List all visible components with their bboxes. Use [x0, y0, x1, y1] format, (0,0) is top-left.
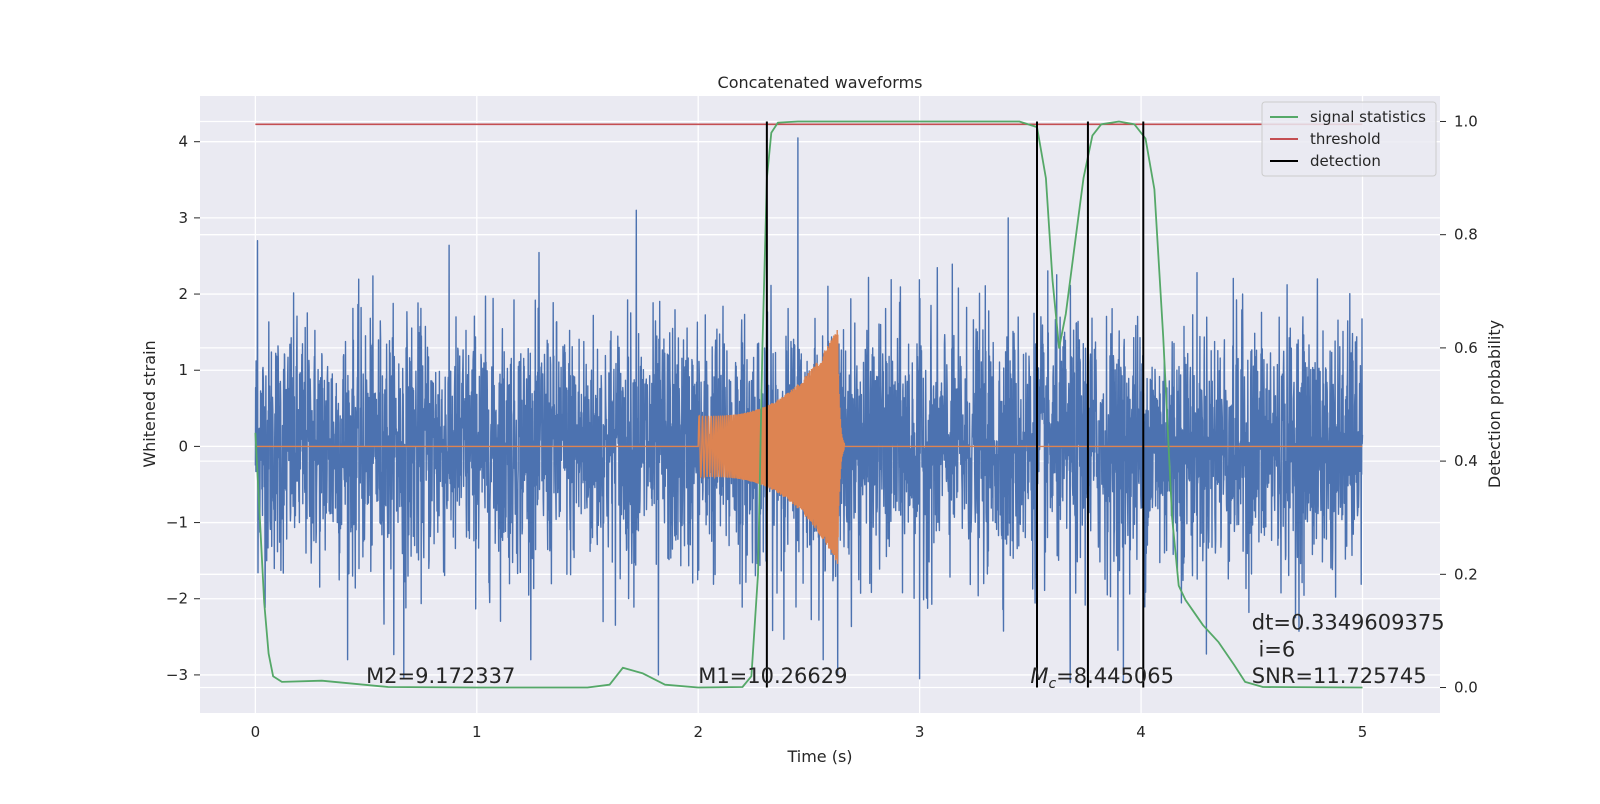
y-right-tick-label: 0.6: [1454, 339, 1478, 357]
annotation-text: Mc=8.445065: [1030, 664, 1174, 692]
x-tick-label: 2: [693, 723, 703, 741]
ticks-layer: 0 1 2 3 4 5 −3 −2 −1 0 1 2 3 4 0.0 0.2 0.4 0.6 0.8 1.0: [166, 112, 1478, 741]
annotation-text: M2=9.172337: [366, 664, 515, 688]
annotation-text: M1=10.26629: [698, 664, 847, 688]
y-tick-label: 4: [178, 133, 188, 151]
x-tick-label: 4: [1136, 723, 1146, 741]
y-tick-label: −3: [166, 666, 188, 684]
y-tick-label: 2: [178, 285, 188, 303]
legend-label-signal: signal statistics: [1310, 108, 1426, 126]
y-right-tick-label: 0.2: [1454, 565, 1478, 583]
series-layer: [254, 120, 1364, 689]
annotation-text: i=6: [1252, 637, 1295, 661]
y-right-tick-label: 0.8: [1454, 226, 1478, 244]
x-tick-label: 1: [472, 723, 482, 741]
y-right-tick-label: 1.0: [1454, 112, 1478, 130]
legend-label-threshold: threshold: [1310, 130, 1381, 148]
annotation-text: SNR=11.725745: [1252, 664, 1427, 688]
y-tick-label: −2: [166, 590, 188, 608]
y-axis-label: Whitened strain: [140, 340, 159, 467]
legend-box: [1261, 101, 1437, 177]
signal-statistics-line: [254, 120, 1363, 689]
template-chirp-line: [255, 329, 1363, 564]
y-tick-label: 1: [178, 361, 188, 379]
x-axis-label: Time (s): [786, 747, 852, 766]
annotations-layer: M2=9.172337 M1=10.26629 Mc=8.445065 dt=0.33…: [366, 611, 1445, 692]
y-axis-right-label: Detection probability: [1485, 320, 1504, 488]
annotation-text: dt=0.3349609375: [1252, 611, 1445, 635]
legend-label-detection: detection: [1310, 152, 1381, 170]
legend: signal statistics threshold detection: [1261, 101, 1437, 177]
y-right-tick-label: 0.4: [1454, 452, 1478, 470]
y-tick-label: 3: [178, 209, 188, 227]
x-tick-label: 3: [915, 723, 925, 741]
chart-title: Concatenated waveforms: [718, 73, 923, 92]
y-right-tick-label: 0.0: [1454, 679, 1478, 697]
x-tick-label: 5: [1358, 723, 1368, 741]
y-tick-label: 0: [178, 437, 188, 455]
y-tick-label: −1: [166, 514, 188, 532]
x-tick-label: 0: [251, 723, 261, 741]
